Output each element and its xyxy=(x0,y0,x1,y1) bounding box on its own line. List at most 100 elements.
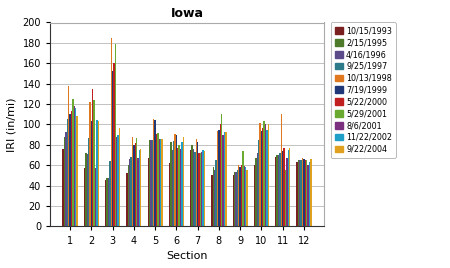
Bar xyxy=(73,106,75,226)
Bar xyxy=(112,72,113,226)
Bar xyxy=(282,151,284,226)
Bar xyxy=(276,155,278,226)
Bar xyxy=(216,160,217,226)
Bar xyxy=(113,63,115,226)
Bar xyxy=(176,135,177,226)
Bar xyxy=(116,137,117,226)
Bar xyxy=(238,165,239,226)
Bar xyxy=(214,170,216,226)
Bar xyxy=(94,100,95,226)
Bar xyxy=(84,168,85,226)
Bar xyxy=(88,138,89,226)
Bar xyxy=(148,158,149,226)
Bar xyxy=(75,108,76,226)
Bar xyxy=(177,148,179,226)
Bar xyxy=(111,38,112,226)
Bar xyxy=(64,137,65,226)
Bar xyxy=(233,176,234,226)
Bar xyxy=(180,149,181,226)
Bar xyxy=(152,140,153,226)
Bar xyxy=(255,158,256,226)
Bar xyxy=(65,132,67,226)
X-axis label: Section: Section xyxy=(166,251,208,261)
Bar xyxy=(153,119,154,226)
Bar xyxy=(254,165,255,226)
Bar xyxy=(173,141,174,226)
Bar xyxy=(306,160,307,226)
Bar xyxy=(289,148,290,226)
Bar xyxy=(117,135,119,226)
Bar xyxy=(191,145,193,226)
Bar xyxy=(129,159,130,226)
Bar xyxy=(194,152,196,226)
Bar xyxy=(242,151,243,226)
Bar xyxy=(218,130,220,226)
Bar xyxy=(95,168,96,226)
Bar xyxy=(201,152,202,226)
Bar xyxy=(89,102,90,226)
Bar xyxy=(76,116,78,226)
Bar xyxy=(302,158,303,226)
Bar xyxy=(204,151,205,226)
Bar xyxy=(162,139,163,226)
Bar xyxy=(243,166,245,226)
Bar xyxy=(258,140,259,226)
Bar xyxy=(224,132,225,226)
Bar xyxy=(193,149,194,226)
Bar xyxy=(265,125,266,226)
Bar xyxy=(156,134,157,226)
Bar xyxy=(268,125,269,226)
Bar xyxy=(241,165,242,226)
Bar xyxy=(115,44,116,226)
Bar xyxy=(86,154,88,226)
Bar xyxy=(266,130,268,226)
Bar xyxy=(179,145,180,226)
Bar xyxy=(217,131,218,226)
Bar xyxy=(69,114,71,226)
Bar xyxy=(90,121,92,226)
Bar xyxy=(298,160,299,226)
Bar xyxy=(286,158,288,226)
Bar xyxy=(281,114,282,226)
Bar xyxy=(261,131,262,226)
Bar xyxy=(262,128,264,226)
Bar xyxy=(202,150,204,226)
Bar xyxy=(128,165,129,226)
Bar xyxy=(92,89,94,226)
Bar xyxy=(130,157,132,226)
Bar xyxy=(171,150,173,226)
Bar xyxy=(183,137,184,226)
Bar xyxy=(197,142,198,226)
Bar xyxy=(190,150,191,226)
Bar xyxy=(239,167,241,226)
Bar xyxy=(169,163,170,226)
Bar xyxy=(96,120,98,226)
Bar xyxy=(299,160,301,226)
Bar xyxy=(220,125,221,226)
Bar xyxy=(310,159,311,226)
Bar xyxy=(68,86,69,226)
Bar xyxy=(237,170,238,226)
Bar xyxy=(301,160,302,226)
Bar xyxy=(303,159,305,226)
Bar xyxy=(279,153,281,226)
Bar xyxy=(132,137,133,226)
Bar xyxy=(212,176,213,226)
Bar xyxy=(288,150,289,226)
Bar xyxy=(67,119,68,226)
Bar xyxy=(137,158,139,226)
Bar xyxy=(119,128,120,226)
Bar xyxy=(222,135,224,226)
Bar xyxy=(85,153,86,226)
Bar xyxy=(275,157,276,226)
Bar xyxy=(140,149,141,226)
Bar xyxy=(149,140,150,226)
Bar xyxy=(63,149,64,226)
Bar xyxy=(297,162,298,226)
Bar xyxy=(108,177,109,226)
Bar xyxy=(221,114,222,226)
Bar xyxy=(160,139,162,226)
Bar xyxy=(225,132,226,226)
Bar xyxy=(181,142,183,226)
Bar xyxy=(139,150,140,226)
